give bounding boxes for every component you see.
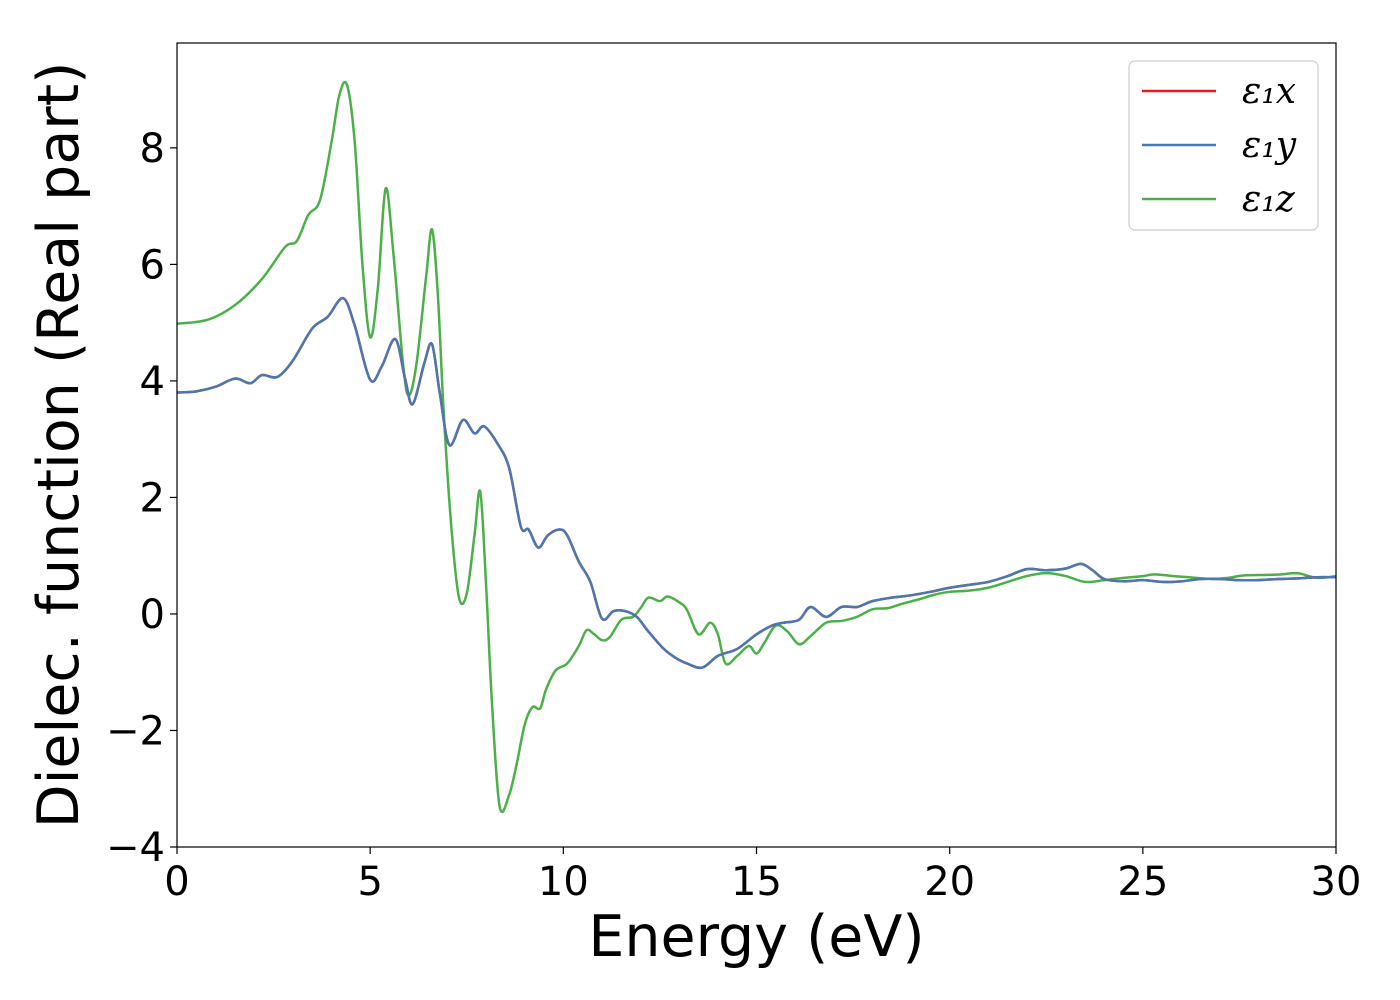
x-axis-title: Energy (eV) (588, 904, 924, 970)
y-tick-label: 8 (140, 126, 165, 172)
legend-label-1: ε₁y (1242, 125, 1297, 166)
y-tick-label: −2 (106, 708, 165, 754)
y-tick-label: 0 (140, 592, 165, 638)
x-tick-label: 15 (731, 859, 782, 905)
x-tick-label: 5 (357, 859, 382, 905)
series-line-2 (177, 80, 1336, 814)
x-axis: 0 5 10 15 20 25 30 (164, 847, 1361, 905)
y-tick-label: −4 (106, 825, 165, 871)
legend-box (1128, 60, 1319, 231)
y-tick-label: 4 (140, 359, 165, 405)
legend-label-0: ε₁x (1242, 71, 1296, 112)
series-line-1 (177, 296, 1336, 670)
y-axis: −4 −2 0 2 4 6 8 (106, 126, 177, 871)
x-tick-label: 20 (924, 859, 975, 905)
series-layer (177, 80, 1336, 814)
x-tick-label: 30 (1311, 859, 1362, 905)
y-tick-label: 2 (140, 475, 165, 521)
y-tick-label: 6 (140, 242, 165, 288)
x-tick-label: 10 (538, 859, 589, 905)
x-tick-label: 0 (164, 859, 189, 905)
y-axis-title: Dielec. function (Real part) (26, 62, 92, 829)
legend-label-2: ε₁z (1242, 179, 1296, 220)
x-tick-label: 25 (1117, 859, 1168, 905)
legend: ε₁x ε₁y ε₁z (1128, 60, 1319, 231)
